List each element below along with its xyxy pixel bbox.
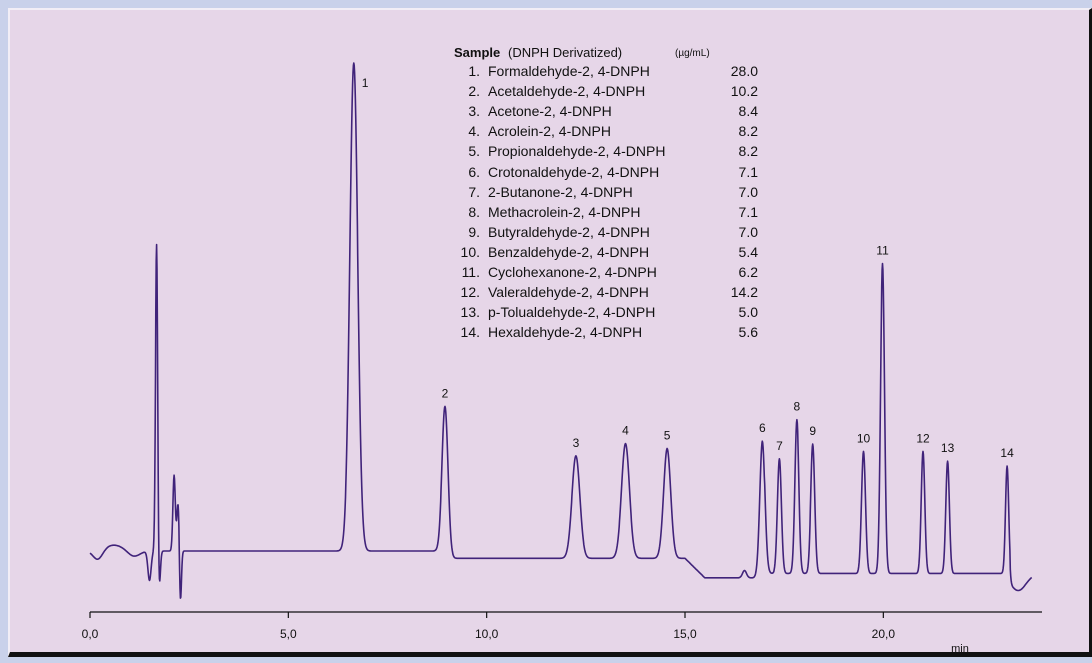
legend-item-value: 28.0 (730, 63, 758, 79)
legend-item-number: 5. (468, 143, 480, 160)
legend-item-value: 5.4 (738, 243, 758, 260)
legend-subtitle: (DNPH Derivatized) (508, 45, 623, 60)
x-tick-label: 0,0 (82, 627, 99, 641)
legend-item-name: Valeraldehyde-2, 4-DNPH (488, 284, 649, 301)
legend-item-value: 14.2 (730, 284, 758, 301)
x-tick-label: 15,0 (673, 627, 697, 641)
legend-item-value: 5.6 (738, 324, 758, 341)
legend-item-name: Acetaldehyde-2, 4-DNPH (488, 83, 646, 100)
legend-title: Sample (454, 45, 501, 60)
x-tick-label: 5,0 (280, 627, 297, 641)
legend-item-name: Benzaldehyde-2, 4-DNPH (488, 243, 650, 260)
x-tick-label: 20,0 (872, 627, 896, 641)
chart-panel: 0,0 5,0 10,0 15,0 20,0 min 1 2 3 4 5 6 7 8 9 10 11 12 13 14… (8, 8, 1092, 657)
legend-item-name: 2-Butanone-2, 4-DNPH (488, 183, 633, 200)
peak-label-11: 11 (876, 244, 889, 258)
legend-item-number: 7. (468, 183, 480, 200)
legend-item: 13. p-Tolualdehyde-2, 4-DNPH 5.0 (454, 304, 758, 324)
legend-item-name: Butyraldehyde-2, 4-DNPH (488, 223, 650, 240)
chromatogram-trace (89, 62, 1033, 599)
legend-item: 1. Formaldehyde-2, 4-DNPH 28.0 (454, 63, 758, 83)
legend-item-number: 2. (468, 83, 480, 100)
legend-item: 8. Methacrolein-2, 4-DNPH 7.1 (454, 203, 758, 224)
legend-item-number: 11. (461, 264, 480, 280)
peak-label-13: 13 (941, 441, 955, 455)
legend-item-value: 5.0 (738, 304, 758, 321)
peak-label-8: 8 (794, 400, 801, 414)
legend-item-name: Hexaldehyde-2, 4-DNPH (488, 324, 643, 341)
peak-label-14: 14 (1000, 446, 1014, 460)
legend-item-value: 6.2 (738, 264, 758, 280)
legend-item-value: 7.1 (738, 203, 758, 220)
legend-item-number: 10. (460, 243, 480, 260)
legend-item-number: 3. (468, 103, 480, 120)
legend-item-name: Acetone-2, 4-DNPH (488, 103, 612, 120)
legend-item-name: Acrolein-2, 4-DNPH (488, 123, 611, 140)
legend-item-number: 9. (468, 223, 480, 240)
legend-item: 5. Propionaldehyde-2, 4-DNPH 8.2 (454, 143, 758, 163)
legend-item: 11. Cyclohexanone-2, 4-DNPH 6.2 (454, 264, 758, 284)
legend-item-number: 8. (468, 203, 480, 220)
legend-item-number: 4. (468, 123, 480, 140)
legend-item-name: p-Tolualdehyde-2, 4-DNPH (488, 304, 656, 321)
legend-item-value: 7.0 (738, 183, 758, 200)
legend-item-value: 10.2 (730, 83, 758, 100)
peak-label-3: 3 (573, 436, 580, 450)
legend-item-name: Propionaldehyde-2, 4-DNPH (488, 143, 666, 160)
legend-item: 9. Butyraldehyde-2, 4-DNPH 7.0 (454, 223, 758, 244)
legend-item-number: 13. (460, 304, 480, 321)
legend-item: 12. Valeraldehyde-2, 4-DNPH 14.2 (454, 284, 758, 304)
legend-item: 14. Hexaldehyde-2, 4-DNPH 5.6 (454, 324, 758, 344)
legend-item-number: 12. (460, 284, 480, 301)
legend-item-name: Crotonaldehyde-2, 4-DNPH (488, 163, 660, 180)
legend-item-value: 8.2 (738, 143, 758, 160)
legend-item: 4. Acrolein-2, 4-DNPH 8.2 (454, 123, 758, 143)
legend-item: 6. Crotonaldehyde-2, 4-DNPH 7.1 (454, 163, 758, 184)
peak-label-2: 2 (442, 386, 449, 400)
legend-item: 10. Benzaldehyde-2, 4-DNPH 5.4 (454, 243, 758, 264)
legend-header: Sample (DNPH Derivatized) (µg/mL) (454, 42, 774, 62)
peak-label-4: 4 (622, 424, 629, 438)
peak-label-10: 10 (857, 431, 871, 445)
legend-item-name: Cyclohexanone-2, 4-DNPH (488, 264, 657, 280)
legend-item: 2. Acetaldehyde-2, 4-DNPH 10.2 (454, 83, 758, 103)
legend-item-name: Formaldehyde-2, 4-DNPH (488, 63, 650, 79)
legend-item: 7. 2-Butanone-2, 4-DNPH 7.0 (454, 183, 758, 204)
legend-item: 3. Acetone-2, 4-DNPH 8.4 (454, 103, 758, 123)
legend-unit: (µg/mL) (675, 48, 710, 59)
legend-item-number: 1. (468, 63, 480, 79)
peak-label-12: 12 (916, 431, 930, 445)
peak-label-5: 5 (664, 429, 671, 443)
legend-item-value: 8.4 (738, 103, 758, 120)
legend-item-value: 8.2 (738, 123, 758, 140)
peak-label-7: 7 (776, 439, 783, 453)
legend-item-number: 14. (460, 324, 480, 341)
x-tick-label: 10,0 (475, 627, 499, 641)
legend-item-value: 7.0 (738, 223, 758, 240)
legend-item-name: Methacrolein-2, 4-DNPH (488, 203, 641, 220)
legend-item-number: 6. (468, 163, 480, 180)
legend-item-value: 7.1 (738, 163, 758, 180)
x-axis-label: min (951, 643, 969, 655)
peak-label-6: 6 (759, 421, 766, 435)
peak-label-9: 9 (809, 424, 816, 438)
peak-label-1: 1 (362, 76, 369, 90)
